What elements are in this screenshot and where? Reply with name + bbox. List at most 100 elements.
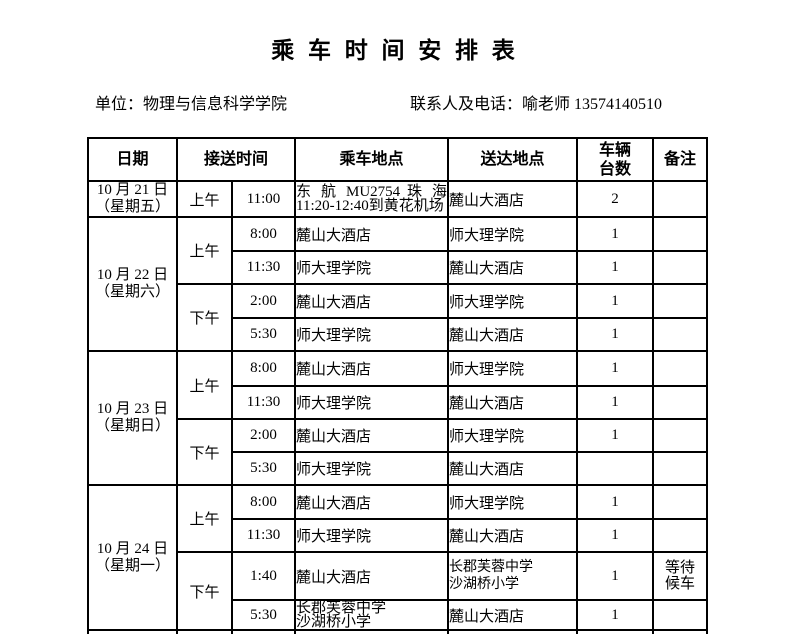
pickup-line1: 长郡芙蓉中学 — [296, 600, 387, 616]
note-cell — [652, 350, 709, 387]
header-shuttle-time: 接送时间 — [175, 137, 297, 182]
note-line2: 候车 — [665, 576, 696, 592]
period-cell: 上午 — [176, 216, 233, 285]
note-cell — [652, 484, 709, 520]
pickup-cell: 麓山大酒店 — [294, 350, 450, 387]
header-vehicles-line2: 台数 — [599, 160, 632, 178]
period-cell: 上午 — [176, 180, 233, 218]
pickup-cell: 东 航 MU2754 珠 海 11:20-12:40到黄花机场 — [294, 180, 450, 218]
time-cell: 11:30 — [230, 385, 297, 420]
dropoff-cell: 麓山大酒店 — [447, 385, 579, 420]
table-row-partial — [87, 629, 709, 634]
period-cell: 下午 — [176, 283, 233, 352]
table-row: 5:30 长郡芙蓉中学 沙湖桥小学 麓山大酒店 1 — [88, 599, 709, 631]
vehicles-cell: 1 — [576, 518, 655, 553]
date-cell: 10 月 23 日 （星期日） — [87, 350, 178, 486]
dropoff-cell: 麓山大酒店 — [447, 518, 579, 553]
period-cell: 下午 — [176, 418, 233, 486]
date-line2: （星期五） — [94, 199, 170, 215]
pickup-cell: 麓山大酒店 — [294, 484, 450, 520]
vehicles-cell: 1 — [576, 350, 655, 387]
note-cell — [652, 451, 709, 486]
table-row: 10 月 24 日 （星期一） 上午 8:00 麓山大酒店 师大理学院 1 — [87, 484, 709, 631]
table-row: 5:30 师大理学院 麓山大酒店 — [88, 451, 709, 486]
header-notes: 备注 — [652, 137, 709, 182]
note-cell: 等待 候车 — [652, 551, 709, 601]
vehicles-cell — [576, 629, 655, 634]
dropoff-cell: 师大理学院 — [447, 283, 579, 319]
pickup-line2: 沙湖桥小学 — [296, 614, 372, 630]
dropoff-cell: 麓山大酒店 — [447, 451, 579, 486]
pickup-cell — [294, 629, 450, 634]
table-row: 5:30 师大理学院 麓山大酒店 1 — [88, 317, 709, 352]
table-row: 11:30 师大理学院 麓山大酒店 1 — [88, 518, 709, 553]
dropoff-cell: 麓山大酒店 — [447, 250, 579, 285]
dropoff-cell: 麓山大酒店 — [447, 599, 579, 631]
time-cell: 2:00 — [230, 283, 297, 319]
table-row: 下午 2:00 麓山大酒店 师大理学院 1 — [88, 283, 709, 352]
vehicles-cell: 1 — [576, 385, 655, 420]
note-cell — [652, 250, 709, 285]
date-cell: 10 月 21 日 （星期五） — [87, 180, 178, 218]
date-line2: （星期六） — [94, 284, 170, 300]
note-cell — [652, 418, 709, 453]
time-cell: 8:00 — [230, 484, 297, 520]
pickup-cell: 师大理学院 — [294, 385, 450, 420]
table-row: 下午 1:40 麓山大酒店 长郡芙蓉中学 沙湖桥小学 1 等待 候车 — [88, 551, 709, 631]
period-cell: 上午 — [176, 350, 233, 420]
pickup-cell: 麓山大酒店 — [294, 551, 450, 601]
pickup-cell: 师大理学院 — [294, 317, 450, 352]
note-cell — [652, 385, 709, 420]
time-cell: 11:30 — [230, 518, 297, 553]
table-row: 10 月 21 日 （星期五） 上午 11:00 东 航 MU2754 珠 海 … — [87, 180, 709, 218]
pickup-cell: 师大理学院 — [294, 451, 450, 486]
period-cell: 下午 — [176, 551, 233, 631]
dropoff-cell: 师大理学院 — [447, 350, 579, 387]
dropoff-cell: 麓山大酒店 — [447, 317, 579, 352]
note-cell — [652, 216, 709, 252]
vehicles-cell: 1 — [576, 283, 655, 319]
table-row: 10 月 23 日 （星期日） 上午 8:00 麓山大酒店 师大理学院 1 — [87, 350, 709, 486]
date-line2: （星期日） — [94, 418, 170, 434]
date-line1: 10 月 23 日 — [96, 401, 169, 417]
header-vehicles: 车辆 台数 — [576, 137, 655, 182]
table-row: 11:30 师大理学院 麓山大酒店 1 — [88, 250, 709, 285]
vehicles-cell: 2 — [576, 180, 655, 218]
date-line1: 10 月 21 日 — [96, 182, 169, 198]
date-line2: （星期一） — [94, 557, 170, 574]
time-cell: 5:30 — [230, 599, 297, 631]
note-cell — [652, 599, 709, 631]
dropoff-cell: 师大理学院 — [447, 484, 579, 520]
pickup-cell: 长郡芙蓉中学 沙湖桥小学 — [294, 599, 450, 631]
dropoff-line1: 长郡芙蓉中学 — [449, 560, 534, 575]
vehicles-cell: 1 — [576, 484, 655, 520]
time-cell — [230, 629, 297, 634]
unit-label: 单位：物理与信息科学学院 — [95, 96, 288, 113]
page-title: 乘 车 时 间 安 排 表 — [271, 38, 519, 63]
info-row: 单位：物理与信息科学学院 联系人及电话：喻老师 13574140510 — [0, 90, 790, 113]
pickup-line1: 东 航 MU2754 珠 海 — [296, 184, 448, 200]
header-date: 日期 — [87, 137, 178, 182]
note-cell — [652, 518, 709, 553]
dropoff-cell: 麓山大酒店 — [447, 180, 579, 218]
vehicles-cell: 1 — [576, 317, 655, 352]
header-vehicles-line1: 车辆 — [599, 141, 632, 159]
vehicles-cell: 1 — [576, 250, 655, 285]
vehicles-cell — [576, 451, 655, 486]
header-pickup: 乘车地点 — [294, 137, 450, 182]
date-cell: 10 月 22 日 （星期六） — [87, 216, 178, 352]
time-cell: 1:40 — [230, 551, 297, 601]
dropoff-cell — [447, 629, 579, 634]
pickup-cell: 麓山大酒店 — [294, 216, 450, 252]
pickup-line2: 11:20-12:40到黄花机场 — [296, 198, 444, 214]
header-row: 日期 接送时间 乘车地点 送达地点 车辆 台数 备注 — [87, 137, 709, 182]
pickup-cell: 师大理学院 — [294, 250, 450, 285]
dropoff-cell: 长郡芙蓉中学 沙湖桥小学 — [447, 551, 579, 601]
time-cell: 8:00 — [230, 216, 297, 252]
pickup-cell: 师大理学院 — [294, 518, 450, 553]
schedule-table: 日期 接送时间 乘车地点 送达地点 车辆 台数 备注 10 月 21 日 （星期… — [87, 137, 709, 634]
note-cell — [652, 180, 709, 218]
vehicles-cell: 1 — [576, 599, 655, 631]
note-cell — [652, 317, 709, 352]
